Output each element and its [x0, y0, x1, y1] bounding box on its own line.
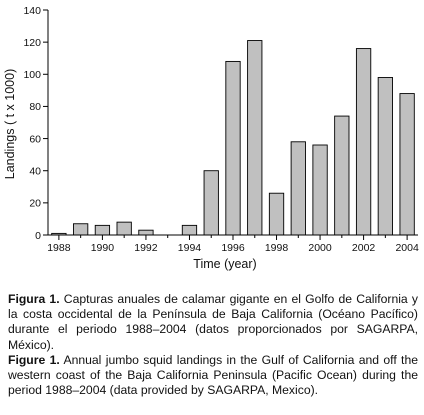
bar-2002 — [355, 48, 372, 236]
x-tick-label-1996: 1996 — [221, 242, 245, 254]
y-tick-label-140: 140 — [23, 5, 41, 17]
bar-1994 — [181, 224, 198, 236]
y-tick-label-60: 60 — [29, 133, 41, 145]
bar-1999 — [290, 141, 306, 236]
x-tick-label-1988: 1988 — [47, 242, 71, 254]
y-axis: 0 20 40 60 80 100 120 140 — [23, 5, 49, 242]
x-axis: 1988 1990 1992 1994 1996 1998 2000 2002 2004 — [47, 234, 419, 254]
bar-1991 — [116, 221, 132, 236]
y-tick-label-100: 100 — [23, 69, 41, 81]
caption-label-english: Figure 1. — [8, 353, 60, 367]
x-tick-label-1990: 1990 — [91, 242, 115, 254]
y-tick-label-120: 120 — [23, 37, 41, 49]
x-axis-title: Time (year) — [193, 257, 256, 271]
bar-2000 — [312, 144, 328, 236]
y-tick-label-40: 40 — [29, 166, 41, 178]
bar-2001 — [334, 115, 350, 236]
bar-2003 — [377, 77, 393, 236]
caption-text-english: Annual jumbo squid landings in the Gulf … — [8, 353, 419, 398]
y-axis-title: Landings ( t x 1000) — [3, 69, 17, 180]
y-tick-label-0: 0 — [35, 230, 41, 242]
x-tick-label-1992: 1992 — [134, 242, 158, 254]
bar-1997 — [247, 40, 263, 236]
bars-group — [51, 40, 415, 236]
bar-1996 — [225, 60, 241, 236]
caption-label-spanish: Figura 1. — [8, 292, 60, 306]
bar-1998 — [268, 192, 285, 236]
x-tick-label-2000: 2000 — [308, 242, 332, 254]
y-tick-label-80: 80 — [29, 101, 41, 113]
bar-1990 — [94, 224, 111, 236]
y-tick-label-20: 20 — [29, 198, 41, 210]
bar-1992 — [138, 229, 154, 236]
bar-1989 — [73, 223, 89, 236]
caption-text-spanish: Capturas anuales de calamar gigante en e… — [8, 292, 418, 352]
x-tick-label-1994: 1994 — [178, 242, 202, 254]
bar-1995 — [203, 170, 219, 236]
bar-2004 — [399, 93, 415, 236]
figure-caption-english: Figure 1. Annual jumbo squid landings in… — [8, 353, 418, 399]
figure-caption-spanish: Figura 1. Capturas anuales de calamar gi… — [8, 292, 418, 353]
x-tick-label-2002: 2002 — [352, 242, 376, 254]
x-tick-label-2004: 2004 — [395, 242, 419, 254]
x-tick-label-1998: 1998 — [265, 242, 289, 254]
